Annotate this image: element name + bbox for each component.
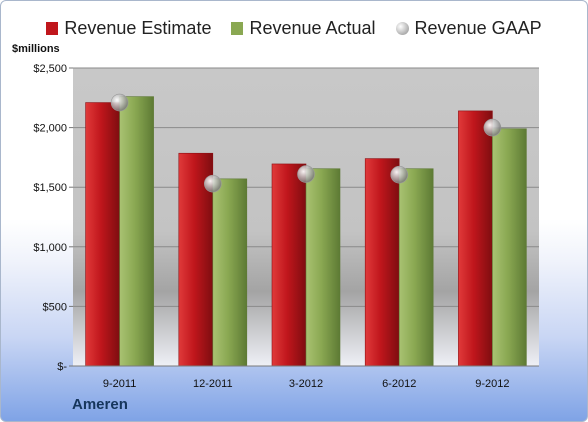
y-tick-label: $2,500 <box>33 63 67 75</box>
legend-item-estimate: Revenue Estimate <box>46 16 211 40</box>
bar-revenue-actual <box>492 128 527 367</box>
company-name: Ameren <box>72 396 128 413</box>
bar-revenue-actual <box>119 96 154 367</box>
legend-label-gaap: Revenue GAAP <box>414 17 542 38</box>
bar-revenue-actual <box>398 168 434 367</box>
legend-item-actual: Revenue Actual <box>231 16 376 40</box>
bar-revenue-estimate <box>458 110 493 367</box>
bar-revenue-actual <box>212 178 248 367</box>
marker-revenue-gaap <box>297 165 315 183</box>
y-tick-label: $500 <box>43 301 67 313</box>
legend-item-gaap: Revenue GAAP <box>395 16 542 40</box>
x-tick-label: 9-2012 <box>475 378 509 390</box>
legend-swatch-gaap <box>395 21 409 35</box>
y-tick-label: $2,000 <box>33 123 67 135</box>
y-tick-label: $- <box>57 361 67 373</box>
marker-revenue-gaap <box>390 165 409 184</box>
marker-revenue-gaap <box>204 174 222 193</box>
legend-label-actual: Revenue Actual <box>249 17 376 38</box>
marker-revenue-gaap <box>110 93 129 112</box>
x-tick-label: 6-2012 <box>382 378 416 390</box>
marker-revenue-gaap <box>483 118 502 137</box>
bar-revenue-estimate <box>364 158 400 367</box>
chart-legend: Revenue Estimate Revenue Actual Revenue … <box>0 16 588 40</box>
y-tick-label: $1,500 <box>33 182 67 194</box>
bar-revenue-estimate <box>85 102 120 367</box>
legend-swatch-estimate <box>46 21 59 35</box>
legend-swatch-actual <box>231 21 244 35</box>
legend-label-estimate: Revenue Estimate <box>64 17 212 38</box>
x-tick-label: 12-2011 <box>193 378 233 390</box>
units-label: $millions <box>12 43 60 55</box>
bar-revenue-actual <box>305 168 341 367</box>
x-tick-label: 3-2012 <box>289 378 323 390</box>
bar-revenue-estimate <box>271 163 307 367</box>
y-tick-label: $1,000 <box>33 242 67 254</box>
x-tick-label: 9-2011 <box>103 378 136 390</box>
